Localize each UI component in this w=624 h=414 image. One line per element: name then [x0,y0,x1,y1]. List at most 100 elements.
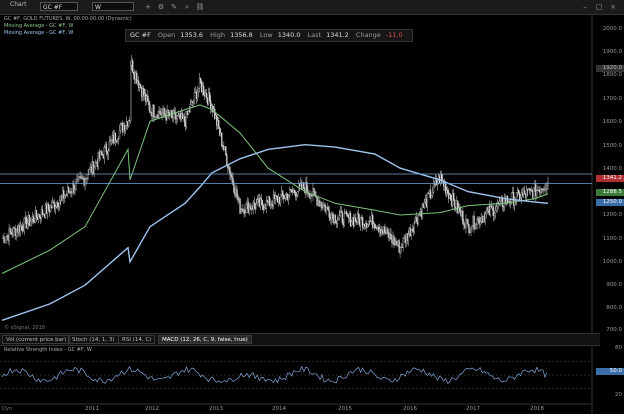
close-icon[interactable]: × [610,3,616,11]
candle-body [350,221,353,227]
candle-body [94,162,96,168]
candle-body [13,227,15,229]
candle-body [398,240,400,253]
x-axis-label: 2017 [466,406,480,412]
candle-body [7,234,9,241]
candle-body [187,110,190,115]
tab-rsi[interactable]: RSI (14, C) [118,335,156,344]
candle-body [2,236,4,239]
candle-body [79,176,81,178]
candle-body [188,110,191,113]
candle-body [119,124,122,131]
candle-body [378,227,380,232]
candle-body [375,227,377,229]
candle-body [11,233,13,236]
candle-body [264,207,267,209]
y-axis-label: 700.0 [606,327,622,333]
candle-body [305,182,307,193]
y-axis-label: 1100.0 [602,236,622,242]
candle-body [284,194,287,199]
candle-body [409,227,411,237]
candle-body [430,195,433,199]
candle-body [269,204,272,206]
period-input[interactable]: W [92,2,134,11]
candle-body [155,115,157,118]
candle-body [27,215,29,224]
candle-body [6,234,8,237]
y-axis-label: 1000.0 [602,259,622,265]
minimize-icon[interactable]: – [583,3,587,11]
candle-body [348,213,351,219]
candle-body [297,191,299,196]
candle-body [333,214,335,223]
link-icon[interactable]: ⛓ [195,3,205,11]
draw-icon[interactable]: ✎ [171,3,177,11]
candle-body [449,194,451,199]
candle-body [3,236,5,243]
candle-body [60,195,62,201]
candle-body [69,191,71,193]
candle-body [207,92,210,105]
candle-body [241,208,243,212]
candle-body [61,195,63,197]
candle-body [376,227,378,229]
add-icon[interactable]: + [145,3,151,11]
maximize-icon[interactable]: □ [595,3,603,11]
rsi-value-tag: 50.0 [596,368,624,375]
candle-body [516,190,519,193]
candle-body [541,189,543,191]
settings-icon[interactable]: ⚙ [157,3,165,11]
candle-body [410,229,412,237]
candle-body [162,108,164,114]
candle-body [299,183,301,186]
candle-body [479,221,481,225]
candle-body [97,152,99,167]
quote-bar: GC #F Open 1353.6 High 1356.8 Low 1340.0 La… [125,29,413,42]
candle-body [37,214,40,220]
candle-body [363,224,366,227]
candle-body [368,221,370,225]
candle-body [30,218,33,222]
candle-body [153,105,155,117]
candle-body [95,162,97,164]
candle-body [44,204,47,218]
candle-body [137,80,139,84]
candle-body [546,185,548,189]
candle-body [75,181,77,190]
rsi-line [1,365,548,384]
symbol-input[interactable]: GC #F [40,2,78,11]
change-value: -11.0 [385,31,403,39]
candle-body [103,147,105,159]
candle-body [243,208,245,214]
candle-body [471,226,473,230]
candle-body [532,191,534,199]
candle-body [403,237,405,239]
tab-volume[interactable]: Vol (current price bar) [2,335,71,344]
candle-body [533,187,535,199]
candle-body [31,216,34,220]
candle-body [332,214,334,223]
candle-body [485,210,487,214]
candle-body [182,115,184,119]
candle-body [321,205,323,208]
candle-body [135,72,137,80]
candle-body [41,209,44,215]
candle-body [210,100,212,110]
zoom-icon[interactable]: ⌕ [185,3,189,11]
tab-stoch[interactable]: Stoch (14, 1, 3) [68,335,119,344]
tab-macd[interactable]: MACD (12, 26, C, 9, false, true) [158,335,252,344]
low-value: 1340.0 [277,31,301,39]
candle-body [51,201,54,209]
candle-body [118,130,121,140]
candle-body [266,200,269,203]
candle-body [279,194,282,204]
candle-body [371,215,373,222]
candle-body [249,205,251,210]
candle-body [55,206,57,210]
candle-body [169,110,171,117]
candle-body [223,146,225,150]
candle-body [35,210,38,218]
candle-body [342,222,345,226]
candle-body [131,60,133,66]
